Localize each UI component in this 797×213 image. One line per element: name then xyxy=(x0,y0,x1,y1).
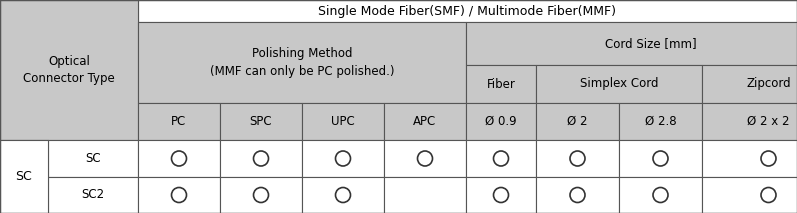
Text: Fiber: Fiber xyxy=(486,78,516,91)
Bar xyxy=(0,0,138,140)
Text: UPC: UPC xyxy=(331,115,355,128)
Text: SPC: SPC xyxy=(249,115,273,128)
Bar xyxy=(220,177,302,213)
Bar xyxy=(48,140,138,177)
Bar xyxy=(702,140,797,177)
Text: SC: SC xyxy=(16,170,33,183)
Bar xyxy=(702,177,797,213)
Bar xyxy=(466,22,797,65)
Text: Ø 2.8: Ø 2.8 xyxy=(645,115,677,128)
Text: SC2: SC2 xyxy=(81,189,104,201)
Bar xyxy=(536,140,619,177)
Bar xyxy=(302,177,384,213)
Bar xyxy=(384,177,466,213)
Text: SC: SC xyxy=(85,152,100,165)
Text: Simplex Cord: Simplex Cord xyxy=(579,78,658,91)
Bar xyxy=(302,140,384,177)
Text: Optical
Connector Type: Optical Connector Type xyxy=(23,55,115,85)
Text: PC: PC xyxy=(171,115,186,128)
Bar xyxy=(536,103,619,140)
Bar xyxy=(384,140,466,177)
Bar xyxy=(302,103,384,140)
Text: Polishing Method
(MMF can only be PC polished.): Polishing Method (MMF can only be PC pol… xyxy=(210,47,395,78)
Bar xyxy=(619,103,702,140)
Bar xyxy=(0,177,48,213)
Bar xyxy=(536,177,619,213)
Bar xyxy=(466,140,536,177)
Text: Ø 0.9: Ø 0.9 xyxy=(485,115,516,128)
Bar xyxy=(220,140,302,177)
Bar xyxy=(138,22,466,103)
Bar xyxy=(384,103,466,140)
Text: Zipcord: Zipcord xyxy=(746,78,791,91)
Text: Cord Size [mm]: Cord Size [mm] xyxy=(605,37,697,50)
Bar xyxy=(138,140,220,177)
Text: Ø 2: Ø 2 xyxy=(567,115,587,128)
Bar xyxy=(138,0,797,22)
Bar xyxy=(466,177,536,213)
Bar xyxy=(536,65,702,103)
Text: APC: APC xyxy=(414,115,437,128)
Bar xyxy=(466,103,536,140)
Bar xyxy=(48,177,138,213)
Bar xyxy=(619,177,702,213)
Text: Ø 2 x 2: Ø 2 x 2 xyxy=(748,115,790,128)
Bar xyxy=(702,103,797,140)
Bar xyxy=(138,177,220,213)
Bar xyxy=(0,140,48,213)
Bar xyxy=(466,65,536,103)
Bar xyxy=(220,103,302,140)
Bar xyxy=(138,103,220,140)
Bar xyxy=(702,65,797,103)
Text: Single Mode Fiber(SMF) / Multimode Fiber(MMF): Single Mode Fiber(SMF) / Multimode Fiber… xyxy=(319,4,617,17)
Bar xyxy=(0,140,48,177)
Bar xyxy=(619,140,702,177)
